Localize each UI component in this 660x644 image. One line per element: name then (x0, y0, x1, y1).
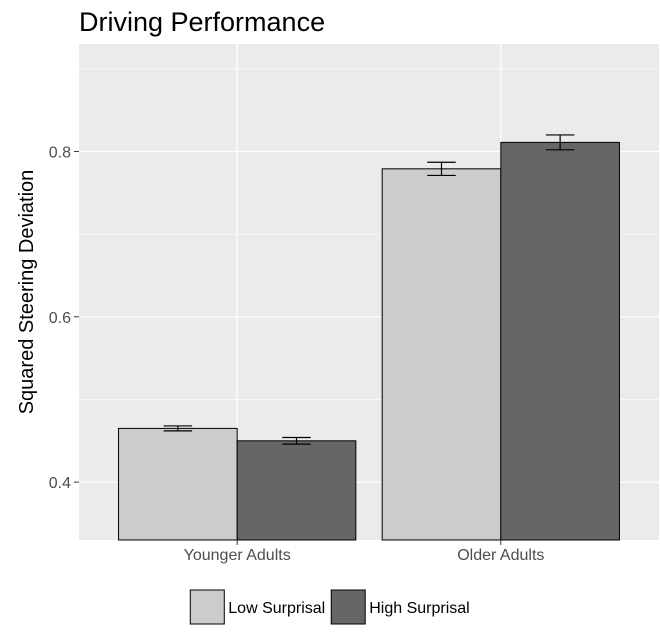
legend-key (330, 589, 366, 625)
legend-key (189, 589, 225, 625)
legend-item: Low Surprisal (189, 589, 325, 625)
legend-label: High Surprisal (369, 600, 469, 617)
y-axis-title: Squared Steering Deviation (16, 170, 38, 415)
legend-label: Low Surprisal (228, 600, 325, 617)
legend-item: High Surprisal (330, 589, 470, 625)
x-tick-label: Younger Adults (184, 547, 291, 564)
bars (118, 141, 620, 541)
chart-title: Driving Performance (79, 7, 325, 37)
error-bar (427, 161, 456, 177)
error-bar (282, 436, 311, 445)
error-bar (163, 425, 193, 432)
x-tick-label: Older Adults (457, 547, 544, 564)
y-axis: 0.4 0.6 0.8 (49, 144, 79, 492)
y-tick-label: 0.8 (49, 144, 71, 161)
y-tick-label: 0.4 (49, 475, 71, 492)
legend: Low Surprisal High Surprisal (189, 589, 470, 625)
bar (381, 168, 502, 541)
bar (500, 141, 620, 541)
error-bar (545, 134, 575, 151)
bar (236, 440, 357, 541)
error-bars (163, 134, 575, 445)
y-tick-label: 0.6 (49, 310, 71, 327)
bar (118, 427, 238, 541)
x-axis: Younger Adults Older Adults (184, 540, 544, 564)
